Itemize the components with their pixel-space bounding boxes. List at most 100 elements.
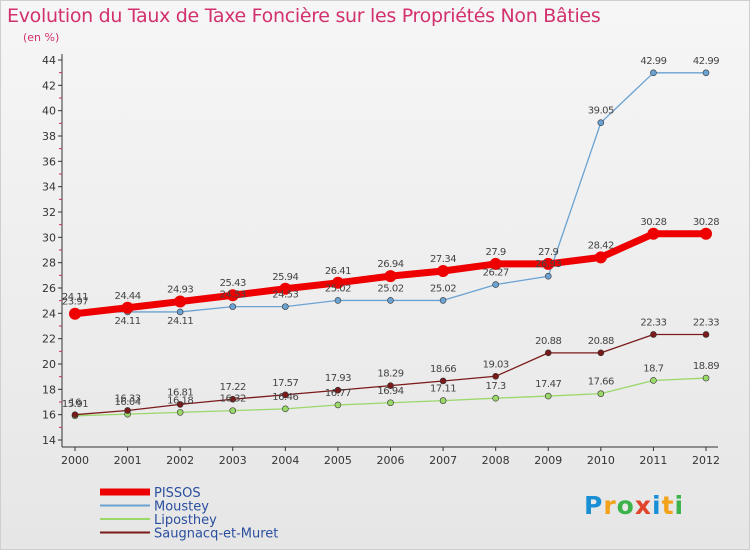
data-point [437,265,450,278]
data-point [176,308,184,316]
data-point [176,401,184,408]
data-point [331,276,344,289]
x-tick-label: 2000 [61,454,89,467]
x-tick-label: 2008 [482,454,510,467]
data-point [384,270,397,283]
data-label: 24.11 [115,316,141,327]
legend-entry: Saugnacq-et-Muret [154,527,278,542]
x-tick-label: 2003 [219,454,247,467]
y-tick-label: 36 [42,155,56,168]
y-tick-label: 44 [42,54,56,67]
data-label: 17.57 [272,378,298,389]
data-point [492,394,499,402]
x-tick-label: 2011 [639,454,667,467]
y-tick-label: 16 [42,409,56,422]
data-point [702,69,710,77]
data-label: 19.03 [483,359,509,370]
data-point [71,411,79,418]
data-label: 17.47 [535,379,561,390]
data-label: 27.9 [538,247,558,258]
data-label: 42.99 [640,56,666,67]
data-point [229,303,237,310]
data-label: 15.91 [62,399,88,410]
data-label: 24.93 [167,285,193,296]
data-label: 25.02 [325,283,351,294]
logo-letter: r [603,491,617,520]
y-unit-label: (en %) [23,31,60,44]
data-point [387,399,394,407]
data-point [542,257,555,270]
data-label: 16.94 [377,386,403,397]
data-label: 16.81 [167,387,193,398]
logo-letter: i [674,491,685,520]
data-label: 24.11 [167,316,193,327]
data-label: 22.33 [640,317,666,328]
data-label: 42.99 [693,56,719,67]
data-label: 26.41 [325,266,351,277]
data-point [176,409,184,416]
y-tick-label: 42 [42,79,56,92]
data-label: 27.9 [486,247,506,258]
legend-entry: PISSOS [154,486,201,501]
data-point [647,227,660,240]
data-label: 16.32 [220,394,246,405]
data-point [650,331,657,338]
logo-letter: o [616,491,635,520]
data-point [124,407,131,414]
data-point [282,303,289,310]
data-label: 25.94 [272,272,298,283]
data-point [226,289,239,302]
data-point [387,297,394,304]
data-point [489,257,502,270]
x-tick-label: 2002 [166,454,194,467]
y-tick-label: 14 [42,434,56,447]
legend-entry: Liposthey [154,513,217,528]
x-tick-label: 2001 [114,454,142,467]
data-point [439,377,447,385]
x-tick-label: 2004 [271,454,299,467]
y-tick-label: 18 [42,383,56,396]
data-point [700,227,712,240]
data-label: 18.29 [377,369,403,380]
data-point [229,395,237,403]
y-tick-label: 38 [42,130,56,143]
data-point [544,349,552,357]
data-point [597,349,605,357]
x-tick-label: 2012 [692,454,720,467]
x-tick-label: 2009 [534,454,562,467]
data-point [439,297,447,304]
data-point [650,377,657,384]
data-point [279,282,292,295]
data-label: 17.93 [325,373,351,384]
data-label: 18.66 [430,364,456,375]
data-label: 20.88 [588,336,614,347]
data-point [282,405,289,413]
data-label: 17.66 [588,377,614,388]
data-point [492,281,499,288]
y-tick-label: 32 [42,206,56,219]
data-point [69,307,81,320]
chart-title: Evolution du Taux de Taxe Foncière sur l… [7,5,601,27]
data-point [544,272,552,280]
data-label: 23.97 [62,297,88,308]
data-point [387,382,394,389]
data-point [702,374,710,382]
x-tick-label: 2007 [429,454,457,467]
logo-letter: P [584,491,604,520]
data-point [121,301,134,314]
data-label: 17.3 [486,381,506,392]
data-point [544,392,552,400]
data-point [597,119,605,126]
y-tick-label: 34 [42,181,56,194]
y-tick-label: 20 [42,358,56,371]
data-label: 25.43 [220,278,246,289]
y-tick-label: 40 [42,105,56,118]
data-label: 16.33 [115,393,141,404]
logo-letter: t [661,491,675,520]
data-point [174,295,187,308]
data-point [334,297,342,304]
data-label: 20.88 [535,336,561,347]
data-label: 25.02 [377,283,403,294]
data-label: 27.34 [430,254,456,265]
